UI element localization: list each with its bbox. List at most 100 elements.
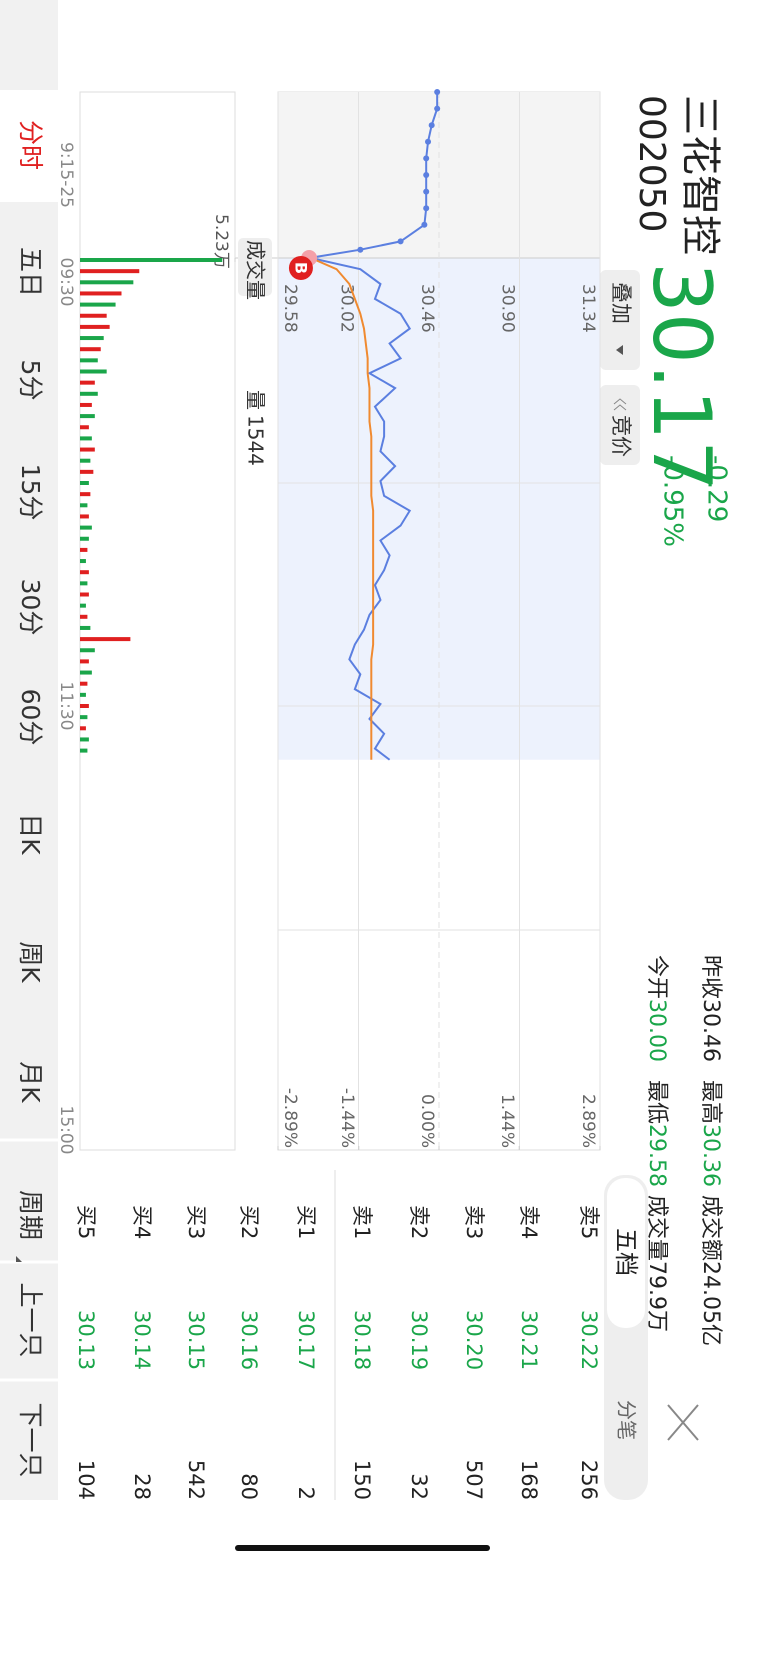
close-icon[interactable] xyxy=(667,1404,699,1441)
tab[interactable]: 60分 xyxy=(16,689,45,746)
volume-bar xyxy=(79,637,131,642)
volume-bar xyxy=(80,692,86,697)
book-tab[interactable]: 分笔 xyxy=(615,1400,639,1440)
volume-bar xyxy=(79,670,92,675)
button-bg[interactable] xyxy=(600,385,640,465)
tab[interactable]: 5分 xyxy=(16,360,45,401)
volume-bar xyxy=(79,525,92,530)
book-price: 30.15 xyxy=(184,1310,208,1370)
auction-point xyxy=(357,246,364,253)
book-label: 卖2 xyxy=(407,1205,431,1239)
stat: 成交量79.9万 xyxy=(644,1195,669,1332)
book-price: 30.22 xyxy=(577,1310,601,1370)
time-label: 15:00 xyxy=(56,1106,76,1155)
tab-active xyxy=(607,1178,645,1328)
volume-bar xyxy=(80,614,88,619)
volume-bar xyxy=(80,726,86,731)
book-price: 30.20 xyxy=(462,1310,486,1370)
y-tick-label: 31.34 xyxy=(578,284,598,333)
volume-bar xyxy=(79,704,89,708)
overlay-button[interactable]: 叠加 xyxy=(609,282,633,324)
stat-label: 最低 xyxy=(644,1080,669,1124)
volume-bar xyxy=(79,336,104,341)
stat-label: 昨收 xyxy=(698,955,723,999)
volume-current-label: 量 xyxy=(244,390,268,410)
time-label: 9:15-25 xyxy=(56,142,76,208)
stat: 今开30.00 xyxy=(644,955,669,1062)
book-volume: 542 xyxy=(184,1460,208,1500)
book-volume: 150 xyxy=(350,1460,374,1500)
stat: 昨收30.46 xyxy=(698,955,723,1062)
auction-point xyxy=(434,105,441,112)
book-label: 买3 xyxy=(184,1205,208,1239)
volume-bar xyxy=(79,514,89,519)
volume-bar xyxy=(80,391,98,396)
volume-bar xyxy=(80,469,94,474)
book-volume: 28 xyxy=(130,1473,154,1500)
y2-tick-label: -2.89% xyxy=(280,1088,300,1148)
volume-bar xyxy=(80,503,88,508)
chevron-icon xyxy=(613,398,627,411)
dropdown-icon xyxy=(616,345,623,355)
price-line xyxy=(310,257,375,760)
stat-value: 30.00 xyxy=(644,999,669,1062)
tab[interactable]: 30分 xyxy=(16,579,45,636)
change: -0.29 xyxy=(702,455,732,522)
book-label: 卖5 xyxy=(577,1205,601,1239)
volume-bar xyxy=(80,748,88,753)
tab[interactable]: 15分 xyxy=(16,464,45,521)
auction-point xyxy=(423,188,430,195)
volume-tick-label: 5.23万 xyxy=(211,214,231,269)
auction-button[interactable]: 竞价 xyxy=(609,415,633,457)
book-label: 买2 xyxy=(237,1205,261,1239)
book-label: 买4 xyxy=(130,1205,154,1239)
tab[interactable]: 五日 xyxy=(16,247,45,297)
tab[interactable]: 分时 xyxy=(16,120,45,170)
volume-bar xyxy=(80,358,98,363)
volume-bar xyxy=(79,369,107,374)
volume-bar xyxy=(79,280,134,285)
book-label: 卖3 xyxy=(462,1205,486,1239)
volume-bar xyxy=(80,581,88,586)
y2-tick-label: 2.89% xyxy=(578,1094,598,1148)
tab[interactable]: 上一只 xyxy=(16,1282,45,1357)
book-tab[interactable]: 五档 xyxy=(612,1228,640,1276)
y-tick-label: 30.90 xyxy=(498,284,518,333)
volume-bar xyxy=(80,547,88,552)
auction-point xyxy=(397,238,404,245)
stat-value: 30.46 xyxy=(698,999,723,1062)
price-line xyxy=(310,257,412,761)
volume-bar xyxy=(79,536,89,541)
book-volume: 80 xyxy=(237,1473,261,1500)
y2-tick-label: 0.00% xyxy=(417,1094,437,1148)
volume-button[interactable]: 成交量 xyxy=(244,240,268,300)
book-price: 30.18 xyxy=(350,1310,374,1370)
tab[interactable]: 日K xyxy=(16,813,45,855)
volume-bar xyxy=(80,603,86,608)
book-label: 买5 xyxy=(74,1205,98,1239)
time-label: 09:30 xyxy=(56,258,76,307)
button-bg[interactable] xyxy=(600,270,640,370)
book-label: 买1 xyxy=(294,1205,318,1239)
stat-value: 79.9万 xyxy=(644,1261,669,1332)
volume-button-bg[interactable] xyxy=(238,238,272,296)
volume-bar xyxy=(79,313,107,318)
volume-bar xyxy=(80,715,88,720)
stat: 成交额24.05亿 xyxy=(698,1195,723,1346)
volume-bar xyxy=(80,291,122,296)
stock-code: 002050 xyxy=(631,95,672,232)
volume-bar xyxy=(79,402,92,407)
tab[interactable]: 周K xyxy=(16,941,45,983)
book-price: 30.19 xyxy=(407,1310,431,1370)
price: 30.17 xyxy=(635,262,728,491)
y2-tick-label: 1.44% xyxy=(497,1094,517,1148)
tab[interactable]: 下一只 xyxy=(16,1402,45,1477)
volume-bar xyxy=(80,324,110,329)
stat-value: 24.05亿 xyxy=(698,1261,723,1346)
auction-point xyxy=(423,172,430,178)
tab[interactable]: 周期 xyxy=(16,1190,45,1240)
trade-marker xyxy=(288,256,313,280)
volume-bar xyxy=(79,659,89,664)
tab[interactable]: 月K xyxy=(16,1061,45,1103)
book-price: 30.17 xyxy=(294,1310,318,1370)
